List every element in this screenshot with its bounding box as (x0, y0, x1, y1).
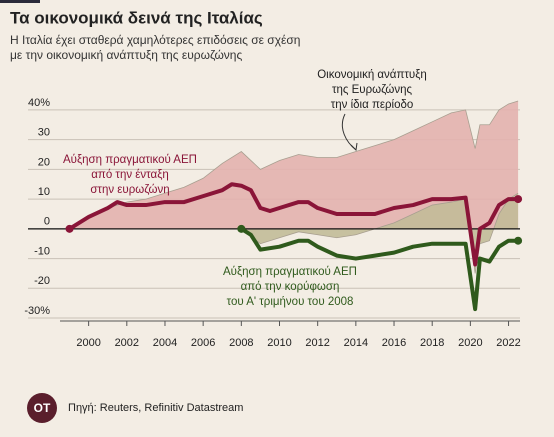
end-dot (237, 224, 246, 233)
source: Πηγή: Reuters, Refinitiv Datastream (68, 402, 243, 414)
y-tick-label: 0 (44, 216, 50, 228)
y-tick-label: -10 (34, 245, 50, 257)
annotation: την ίδια περίοδο (331, 99, 414, 111)
annotation: του Α' τριμήνου του 2008 (227, 296, 354, 308)
annotation: της Ευρωζώνης (332, 84, 413, 96)
y-tick-label: 10 (38, 186, 50, 198)
y-tick-label: -20 (34, 275, 50, 287)
annotation: Αύξηση πραγματικού ΑΕΠ (63, 154, 197, 166)
annotation: από την ένταξη (91, 169, 169, 181)
chart-subtitle: με την οικονομική ανάπτυξη της ευρωζώνης (10, 48, 242, 62)
annotation-arrowhead (350, 142, 358, 152)
x-tick-label: 2016 (382, 337, 406, 349)
line (68, 182, 519, 267)
logo (27, 393, 57, 423)
x-tick-label: 2002 (115, 337, 139, 349)
area (241, 193, 519, 274)
chart-title: Τα οικονομικά δεινά της Ιταλίας (10, 8, 263, 27)
y-tick-label: 40% (28, 97, 50, 109)
x-tick-label: 2014 (344, 337, 368, 349)
y-tick-label: 20 (38, 156, 50, 168)
end-dot (514, 195, 523, 204)
area (69, 101, 519, 229)
chart-subtitle: Η Ιταλία έχει σταθερά χαμηλότερες επιδόσ… (10, 33, 300, 47)
annotation: στην ευρωζώνη (90, 184, 169, 196)
x-tick-label: 2006 (191, 337, 215, 349)
area-edge (69, 100, 519, 230)
x-tick-label: 2022 (496, 337, 520, 349)
annotation: Αύξηση πραγματικού ΑΕΠ (223, 266, 357, 278)
annotation: Οικονομική ανάπτυξη (317, 69, 427, 81)
x-tick-label: 2004 (153, 337, 177, 349)
y-tick-label: 30 (38, 127, 50, 139)
top-accent (0, 0, 40, 3)
end-dot (514, 236, 523, 245)
x-tick-label: 2008 (229, 337, 253, 349)
x-tick-label: 2012 (305, 337, 329, 349)
x-tick-label: 2018 (420, 337, 444, 349)
line (240, 227, 519, 312)
x-tick-label: 2000 (76, 337, 100, 349)
area-edge (241, 192, 519, 274)
logo-text: ΟΤ (34, 401, 51, 415)
end-dot (65, 224, 74, 233)
y-tick-label: -30% (24, 305, 50, 317)
annotation: από την κορύφωση (241, 281, 340, 293)
x-tick-label: 2010 (267, 337, 291, 349)
x-tick-label: 2020 (458, 337, 482, 349)
